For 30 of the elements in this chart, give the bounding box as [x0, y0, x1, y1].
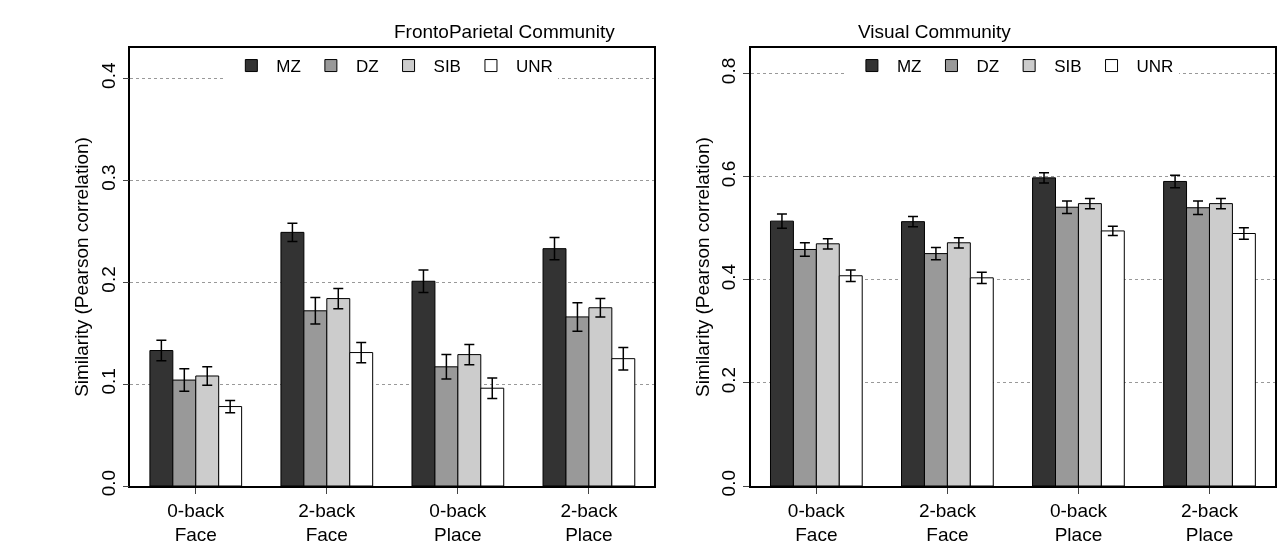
legend-label: SIB: [433, 57, 461, 77]
x-tick-label: 0-back Face: [167, 499, 225, 546]
legend-label: UNR: [515, 57, 553, 77]
x-tick-label: 2-back Place: [560, 499, 618, 546]
y-axis-title: Similarity (Pearson correlation): [691, 137, 713, 397]
legend-label: MZ: [896, 57, 922, 77]
x-tick-label: 0-back Face: [787, 499, 846, 546]
y-tick-label: 0.0: [718, 469, 740, 497]
x-tick-label: 0-back Place: [429, 499, 487, 546]
y-axis-title: Similarity (Pearson correlation): [71, 137, 93, 397]
legend-label: DZ: [976, 57, 1000, 77]
chart-title: Visual Community: [858, 21, 1012, 42]
y-tick-label: 0.1: [97, 368, 119, 395]
y-tick-label: 0.4: [718, 263, 740, 291]
x-tick-label: 2-back Face: [298, 499, 356, 546]
x-tick-label: 2-back Face: [918, 499, 977, 546]
y-tick-label: 0.8: [718, 57, 740, 85]
chart-title: FrontoParietal Community: [394, 21, 616, 42]
legend-label: DZ: [355, 57, 379, 77]
y-tick-label: 0.6: [718, 160, 740, 188]
y-tick-label: 0.3: [97, 164, 119, 191]
y-tick-label: 0.4: [97, 62, 119, 89]
legend-label: UNR: [1136, 57, 1174, 77]
x-tick-label: 2-back Place: [1180, 499, 1239, 546]
legend-label: MZ: [276, 57, 301, 77]
y-tick-label: 0.2: [718, 366, 740, 394]
legend-label: SIB: [1054, 57, 1082, 77]
y-tick-label: 0.0: [97, 469, 119, 497]
y-tick-label: 0.2: [97, 266, 119, 293]
x-tick-label: 0-back Place: [1049, 499, 1108, 546]
